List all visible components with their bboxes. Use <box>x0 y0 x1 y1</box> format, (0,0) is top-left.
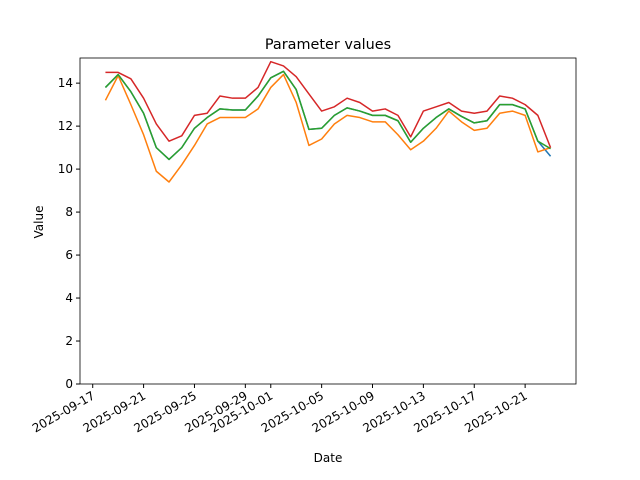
y-tick-label: 6 <box>65 248 73 262</box>
y-tick-label: 8 <box>65 205 73 219</box>
line-series <box>104 73 551 183</box>
y-axis-label: Value <box>32 206 46 239</box>
y-tick-label: 4 <box>65 291 73 305</box>
plot-frame <box>79 57 577 385</box>
line-series <box>104 70 551 161</box>
y-tick-label: 2 <box>65 334 73 348</box>
y-tick-label: 10 <box>58 162 73 176</box>
y-tick-label: 0 <box>65 377 73 391</box>
y-tick-label: 14 <box>58 76 73 90</box>
line-series <box>105 60 552 148</box>
x-axis-label: Date <box>314 451 343 465</box>
y-tick-label: 12 <box>58 119 73 133</box>
chart-title: Parameter values <box>265 37 391 53</box>
line-series <box>104 70 552 161</box>
